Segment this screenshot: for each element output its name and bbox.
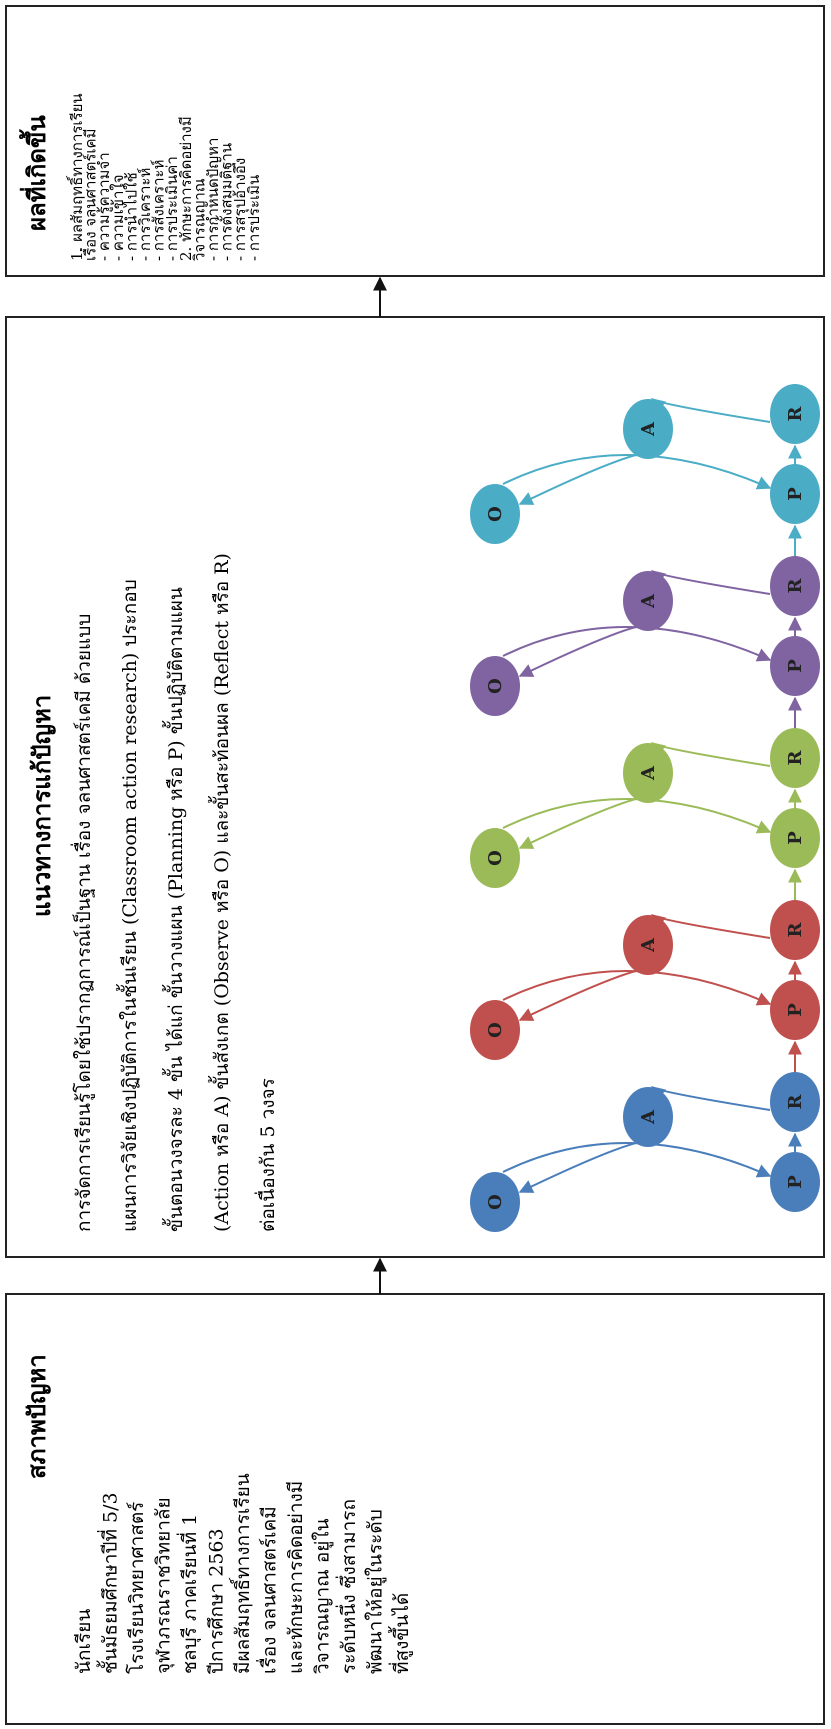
outcome-line: - การประเมิน bbox=[245, 175, 263, 261]
solution-line: แผนการวิจัยเชิงปฏิบัติการในชั้นเรียน (Cl… bbox=[116, 579, 141, 1232]
problem-line: เรื่อง จลนศาสตร์เคมี bbox=[256, 1506, 281, 1674]
solution-line: (Action หรือ A) ขั้นสังเกต (Observe หรือ… bbox=[208, 553, 233, 1232]
problem-line: และทักษะการคิดอย่างมี bbox=[285, 1481, 307, 1674]
arrow-a-to-o bbox=[518, 970, 637, 1021]
problem-line: มีผลสัมฤทธิ์ทางการเรียน bbox=[228, 1473, 254, 1674]
node-a bbox=[623, 1087, 673, 1147]
problem-line: ระดับหนึ่ง ซึ่งสามารถ bbox=[335, 1499, 360, 1674]
node-a-label: A bbox=[638, 765, 659, 781]
problem-lines: นักเรียน ชั้นมัธยมศึกษาปีที่ 5/3 โรงเรียนว… bbox=[73, 1473, 413, 1675]
outcome-line: 1. ผลสัมฤทธิ์ทางการเรียน bbox=[66, 93, 86, 261]
node-o-label: O bbox=[485, 678, 506, 694]
arrow-a-to-o bbox=[518, 1142, 637, 1193]
outcome-box bbox=[5, 5, 825, 277]
arrow-o-to-p bbox=[502, 969, 772, 1006]
node-o bbox=[470, 1172, 520, 1232]
outcome-title: ผลที่เกิดขึ้น bbox=[18, 115, 51, 231]
node-r bbox=[770, 384, 820, 444]
arrow-a-to-o bbox=[518, 454, 637, 505]
problem-line: โรงเรียนวิทยาศาสตร์ bbox=[125, 1502, 148, 1674]
arrow-o-to-p bbox=[502, 453, 772, 490]
pdca-cycles: PRAOวงจรที่ 1PRAOวงจรที่ 2PRAOวงจรที่ 3P… bbox=[470, 384, 820, 1232]
problem-line: พัฒนาให้อยู่ในระดับ bbox=[365, 1509, 387, 1674]
outcome-line: - การตั้งสมมติฐาน bbox=[216, 143, 236, 261]
outcome-line: - การวิเคราะห์ bbox=[136, 168, 154, 261]
problem-title: สภาพปัญหา bbox=[22, 1354, 51, 1479]
node-r bbox=[770, 556, 820, 616]
outcome-line: - การสรุปอ้างอิง bbox=[231, 158, 250, 261]
node-r-label: R bbox=[785, 577, 806, 593]
node-a bbox=[623, 399, 673, 459]
node-a-label: A bbox=[638, 937, 659, 953]
node-r bbox=[770, 728, 820, 788]
cycle-3: PRAOวงจรที่ 3 bbox=[470, 728, 820, 900]
node-a bbox=[623, 915, 673, 975]
node-o-label: O bbox=[485, 850, 506, 866]
problem-line: วิจารณญาณ อยู่ใน bbox=[312, 1518, 334, 1674]
solution-line: การจัดการเรียนรู้โดยใช้ปรากฏการณ์เป็นฐาน… bbox=[70, 614, 95, 1232]
node-o bbox=[470, 1000, 520, 1060]
problem-line: นักเรียน bbox=[73, 1609, 95, 1674]
arrow-a-to-o bbox=[518, 798, 637, 849]
node-a bbox=[623, 571, 673, 631]
node-r-label: R bbox=[785, 749, 806, 765]
outcome-line: - การนำไปใช้ bbox=[122, 172, 140, 261]
cycle-2: PRAOวงจรที่ 2 bbox=[470, 900, 820, 1072]
outcome-line: เรื่อง จลนศาสตร์เคมี bbox=[80, 129, 100, 261]
outcome-line: - การกำหนดปัญหา bbox=[204, 138, 222, 261]
node-a-label: A bbox=[638, 421, 659, 437]
solution-lines: การจัดการเรียนรู้โดยใช้ปรากฏการณ์เป็นฐาน… bbox=[70, 553, 279, 1232]
node-o-label: O bbox=[485, 506, 506, 522]
arrow-o-to-p bbox=[502, 797, 772, 834]
node-p-label: P bbox=[785, 831, 806, 845]
node-a-label: A bbox=[638, 1109, 659, 1125]
node-p-label: P bbox=[785, 487, 806, 501]
node-p bbox=[770, 980, 820, 1040]
node-p-label: P bbox=[785, 1003, 806, 1017]
solution-line: ต่อเนื่องกัน 5 วงจร bbox=[254, 1078, 279, 1232]
outcome-line: วิจารณญาณ bbox=[190, 178, 208, 261]
problem-line: ชลบุรี ภาคเรียนที่ 1 bbox=[176, 1514, 202, 1674]
arrow-o-to-p bbox=[502, 625, 772, 662]
cycle-5: PRAOวงจรที่ 5 bbox=[470, 384, 820, 556]
problem-line: ที่สูงขึ้นได้ bbox=[388, 1593, 413, 1674]
node-a bbox=[623, 743, 673, 803]
solution-box bbox=[5, 316, 825, 1258]
solution-title: แนวทางการแก้ปัญหา bbox=[27, 695, 56, 917]
node-o bbox=[470, 484, 520, 544]
node-o bbox=[470, 656, 520, 716]
problem-line: จุฬาภรณราชวิทยาลัย bbox=[153, 1497, 176, 1674]
problem-line: ชั้นมัธยมศึกษาปีที่ 5/3 bbox=[97, 1492, 122, 1674]
node-r-label: R bbox=[785, 921, 806, 937]
node-r bbox=[770, 1072, 820, 1132]
node-o-label: O bbox=[485, 1194, 506, 1210]
node-r-label: R bbox=[785, 405, 806, 421]
node-a-label: A bbox=[638, 593, 659, 609]
arrow-o-to-p bbox=[502, 1141, 772, 1178]
node-o-label: O bbox=[485, 1022, 506, 1038]
node-p bbox=[770, 1152, 820, 1212]
outcome-line: - การสังเคราะห์ bbox=[150, 160, 168, 261]
outcome-line: - การประเมินค่า bbox=[163, 156, 181, 261]
node-r-label: R bbox=[785, 1093, 806, 1109]
outcome-line: - ความรู้ความจำ bbox=[95, 152, 113, 261]
outcome-line: - ความเข้าใจ bbox=[109, 174, 127, 261]
cycle-4: PRAOวงจรที่ 4 bbox=[470, 556, 820, 728]
node-r bbox=[770, 900, 820, 960]
arrow-a-to-o bbox=[518, 626, 637, 677]
outcome-line: 2. ทักษะการคิดอย่างมี bbox=[177, 116, 195, 261]
problem-line: ปีการศึกษา 2563 bbox=[206, 1528, 228, 1674]
node-p-label: P bbox=[785, 659, 806, 673]
solution-line: ขั้นตอนวงจรละ 4 ขั้น ได้แก่ ขั้นวางแผน (… bbox=[162, 587, 187, 1232]
node-o bbox=[470, 828, 520, 888]
node-p bbox=[770, 464, 820, 524]
node-p-label: P bbox=[785, 1175, 806, 1189]
node-p bbox=[770, 808, 820, 868]
node-p bbox=[770, 636, 820, 696]
problem-box bbox=[5, 1293, 825, 1725]
cycle-1: PRAOวงจรที่ 1 bbox=[470, 1072, 820, 1232]
